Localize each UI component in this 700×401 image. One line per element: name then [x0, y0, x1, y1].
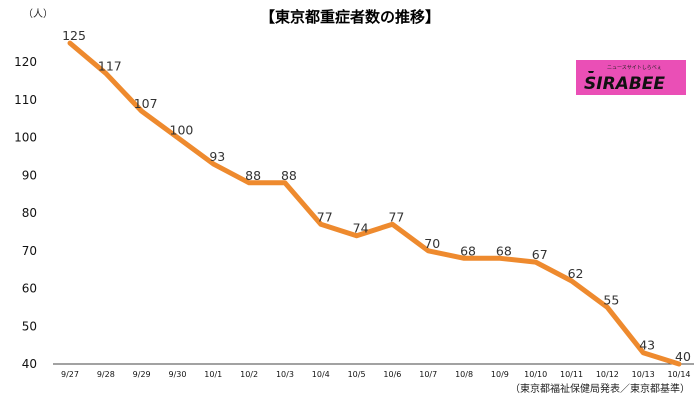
y-tick-label: 60 — [22, 282, 37, 296]
y-tick-label: 40 — [22, 357, 37, 371]
data-label: 93 — [209, 149, 225, 164]
data-label: 74 — [353, 221, 369, 236]
y-axis-ticks: 40 50 60 70 80 90 100 110 120 — [14, 55, 37, 371]
x-tick-label: 10/8 — [455, 370, 473, 379]
y-tick-label: 90 — [22, 168, 37, 182]
data-label: 88 — [281, 168, 297, 183]
logo-wordmark: SIRABEE — [584, 74, 665, 94]
data-label: 43 — [639, 338, 655, 353]
x-tick-label: 10/7 — [419, 370, 437, 379]
x-tick-label: 10/5 — [348, 370, 366, 379]
data-label: 68 — [496, 243, 512, 258]
x-tick-label: 9/29 — [133, 370, 151, 379]
x-tick-label: 10/13 — [632, 370, 655, 379]
x-tick-label: 10/3 — [276, 370, 294, 379]
logo-background — [576, 60, 686, 95]
x-tick-label: 10/6 — [383, 370, 401, 379]
data-labels: 125 117 107 100 93 88 88 77 74 77 70 68 68 67 62 55 43 40 — [62, 28, 691, 364]
data-label: 62 — [568, 266, 584, 281]
x-tick-label: 9/27 — [61, 370, 79, 379]
x-axis-ticks: 9/27 9/28 9/29 9/30 10/1 10/2 10/3 10/4 10/5 10/6… — [61, 370, 691, 379]
sirabee-logo: ニュースサイトしらべぇ SIRABEE — [576, 60, 686, 95]
y-tick-label: 80 — [22, 206, 37, 220]
x-tick-label: 10/12 — [596, 370, 619, 379]
data-label: 68 — [460, 243, 476, 258]
y-tick-label: 100 — [14, 131, 37, 145]
data-label: 117 — [98, 58, 122, 73]
chart-title: 【東京都重症者数の推移】 — [260, 8, 440, 26]
data-label: 70 — [424, 236, 440, 251]
y-tick-label: 110 — [14, 93, 37, 107]
data-label: 55 — [603, 292, 619, 307]
data-label: 40 — [675, 349, 691, 364]
data-label: 77 — [317, 209, 333, 224]
x-tick-label: 9/28 — [97, 370, 115, 379]
x-tick-label: 10/14 — [667, 370, 690, 379]
x-tick-label: 10/4 — [312, 370, 330, 379]
y-axis-unit-label: （人） — [23, 8, 53, 20]
data-label: 67 — [532, 247, 548, 262]
data-label: 88 — [245, 168, 261, 183]
x-tick-label: 10/2 — [240, 370, 258, 379]
chart-source-note: （東京都福祉保健局発表／東京都基準） — [510, 382, 690, 395]
y-tick-label: 120 — [14, 55, 37, 69]
series-line — [67, 40, 682, 367]
logo-mark-icon — [588, 71, 594, 73]
x-tick-label: 10/9 — [491, 370, 509, 379]
y-tick-label: 70 — [22, 244, 37, 258]
logo-tagline: ニュースサイトしらべぇ — [607, 65, 662, 71]
x-tick-label: 10/10 — [524, 370, 547, 379]
data-label: 77 — [388, 209, 404, 224]
data-label: 100 — [170, 123, 194, 138]
x-tick-label: 10/11 — [560, 370, 583, 379]
y-tick-label: 50 — [22, 319, 37, 333]
x-tick-label: 9/30 — [168, 370, 186, 379]
x-tick-label: 10/1 — [204, 370, 222, 379]
data-label: 125 — [62, 28, 86, 43]
data-label: 107 — [134, 96, 158, 111]
